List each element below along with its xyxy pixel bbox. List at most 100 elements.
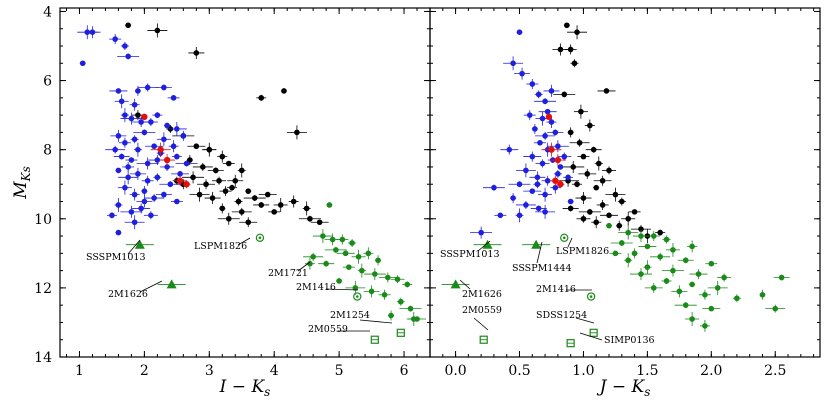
point-green [606,222,612,229]
point-blue [183,160,190,167]
point-black [135,112,141,118]
x-tick-label: 4 [270,363,279,379]
point-black [631,209,638,215]
annotation-leader [473,317,489,331]
series-blue [470,29,574,239]
point-blue [535,91,542,98]
point-green [336,278,342,284]
point-blue [529,153,536,160]
y-axis-label-subscript: Ks [19,166,33,182]
point-blue [128,115,135,122]
point-green [689,281,695,288]
point-green [657,253,663,260]
annotation-label: 2M1416 [296,282,336,293]
point-blue [161,136,167,143]
annotation-label: 2M0559 [462,305,502,316]
x-tick-label: 1.5 [636,363,658,379]
point-green [759,292,766,298]
point-green [676,288,683,295]
point-green [355,253,362,260]
point-red [157,146,164,153]
point-black [657,229,663,236]
point-black [193,143,200,150]
point-black [200,164,206,170]
x-tick-label: 1 [75,363,84,379]
point-blue [532,126,538,132]
point-blue [128,209,135,215]
annotation-leader [579,332,603,341]
point-blue [523,167,529,174]
point-black [593,184,600,191]
point-green [394,276,401,283]
point-blue [526,112,533,118]
point-black [599,202,606,208]
point-black [258,202,265,208]
point-green [397,298,404,305]
point-green [352,285,359,291]
point-black [567,129,574,136]
point-blue [151,143,157,150]
y-tick-label: 4 [43,4,52,20]
plot-frame [59,7,431,358]
point-black [625,215,631,222]
point-red [545,113,553,121]
x-axis-label-subscript: s [264,385,270,399]
annotation-leader [575,317,595,324]
point-green [644,243,651,250]
annotation-leader [359,319,393,324]
x-tick-label: 2.5 [764,363,786,379]
special-point-triangle [450,279,461,289]
point-black [612,191,619,198]
point-blue [542,133,548,139]
x-tick-label: 5 [335,363,344,379]
point-blue [141,129,148,136]
point-blue [164,164,170,170]
point-green [682,257,689,264]
point-black [245,188,252,194]
point-blue [552,184,559,191]
point-black [203,181,209,188]
point-green [307,260,313,267]
point-red [554,156,562,164]
point-red [163,156,171,164]
y-tick-label: 6 [43,74,52,90]
point-green [682,302,689,308]
point-blue [174,153,180,160]
point-blue [539,115,546,122]
point-green [670,247,676,253]
point-blue [135,88,141,94]
annotation-label: LSPM1826 [556,246,609,257]
point-blue [154,157,161,163]
point-blue [539,160,546,167]
point-blue [154,174,161,181]
point-red [183,181,190,188]
point-green [695,271,702,277]
x-axis-label-subscript: s [644,385,650,399]
series-green [303,202,427,326]
point-blue [491,184,497,191]
point-black [232,177,239,184]
point-black [580,195,587,201]
y-tick-label: 8 [43,143,52,159]
point-blue [154,112,161,118]
point-green [326,202,333,208]
point-blue [544,177,551,184]
point-green [385,274,391,281]
point-blue [167,181,174,188]
point-green [359,267,365,274]
point-red [557,181,564,188]
point-green [625,257,631,264]
point-blue [497,212,504,219]
x-tick-label: 3 [205,363,214,379]
x-axis-label: J − Ks [597,377,651,399]
point-blue [131,191,138,198]
point-black [571,60,578,67]
point-blue [516,181,523,188]
point-green [625,229,631,236]
y-tick-label: 12 [34,281,52,297]
point-blue [174,126,180,132]
annotation-label: LSPM1826 [194,241,247,252]
point-blue [516,29,523,35]
point-blue [552,129,559,136]
point-blue [112,36,118,42]
